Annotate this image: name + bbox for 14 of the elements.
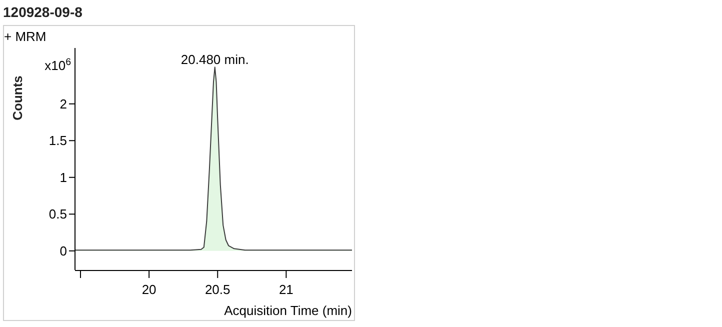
y-axis-title: Counts	[10, 76, 25, 120]
y-tick-label: 2	[60, 96, 67, 112]
y-tick-label: 1.5	[48, 133, 67, 148]
x-tick-label: 20	[142, 282, 156, 297]
y-tick-label: 0	[60, 243, 67, 258]
text: + MRM	[4, 29, 46, 44]
y-tick-label: 1	[60, 170, 67, 185]
x-tick-label: 21	[278, 282, 294, 297]
x-tick-label: 20.5	[204, 282, 230, 297]
y-tick-label: 0.5	[48, 206, 67, 222]
text: x10$^{6}$	[44, 56, 71, 73]
chart-title: 120928-09-8	[3, 4, 83, 20]
x-axis-title: Acquisition Time (min)	[224, 303, 352, 318]
annotation: 20.480 min.	[180, 52, 249, 68]
